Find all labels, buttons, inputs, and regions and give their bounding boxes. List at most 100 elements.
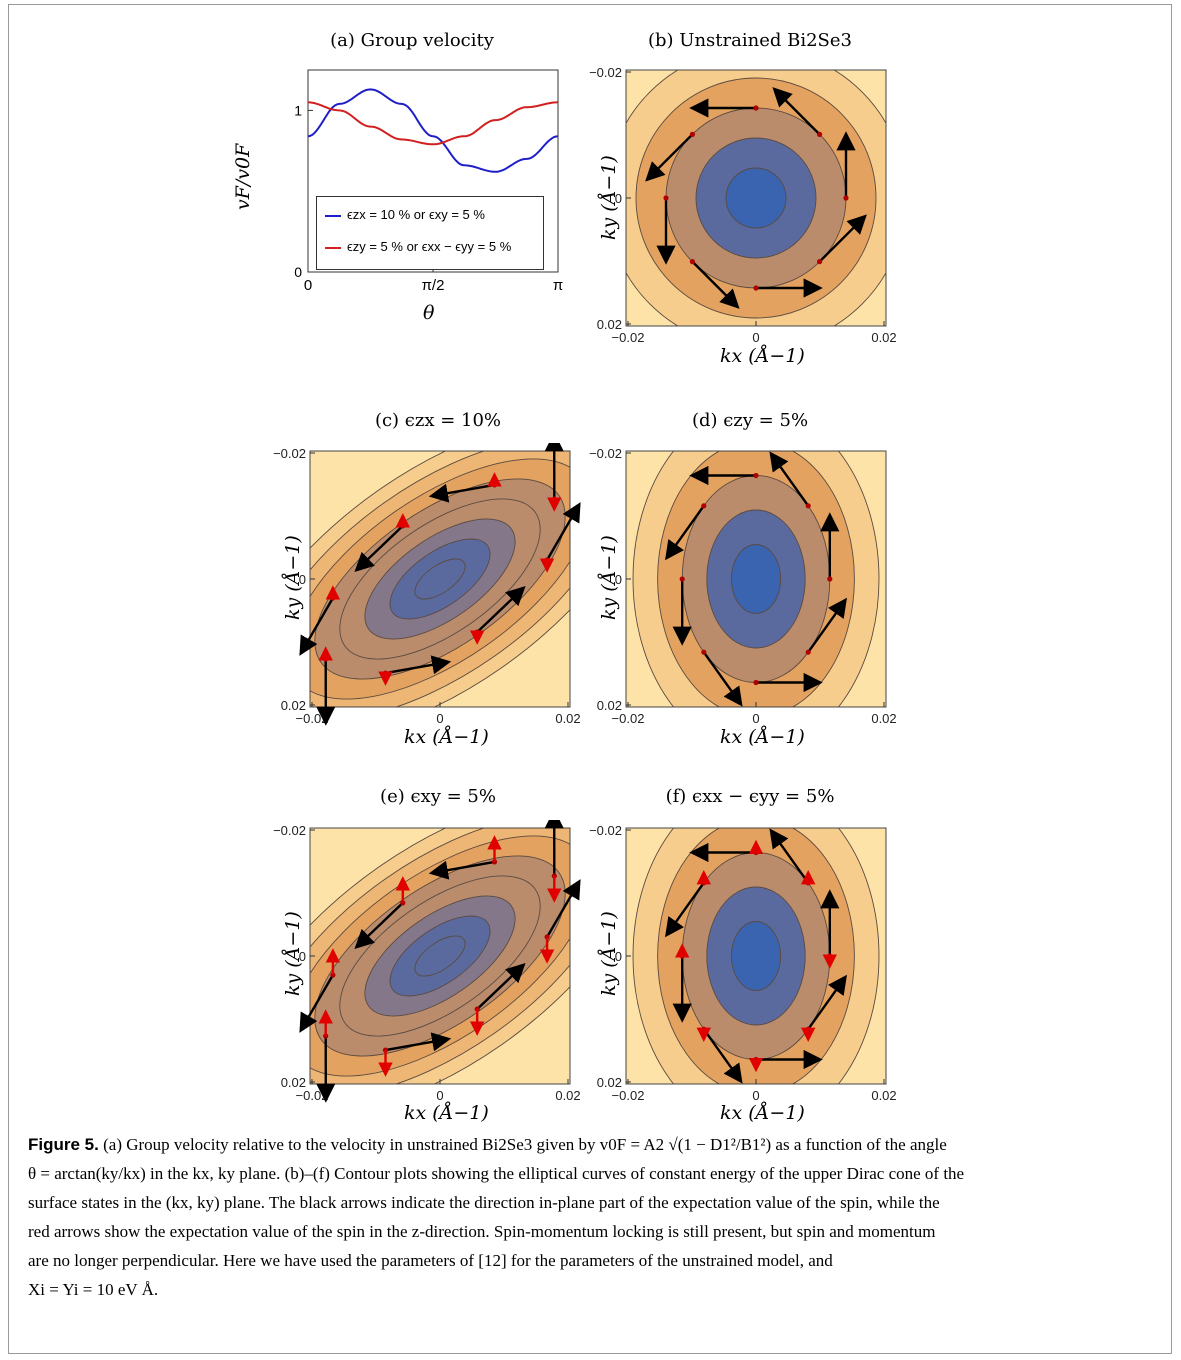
figure-caption: Figure 5. (a) Group velocity relative to… (28, 1130, 1152, 1304)
panel-b-title: (b) Unstrained Bi2Se3 (648, 30, 852, 51)
x-tick-label: 0 (752, 1088, 759, 1103)
y-tick-label: 0.02 (597, 1075, 622, 1090)
series-line-blue (307, 88, 559, 173)
contour-plot-unstrained: −0.02 0 0.02 0.02 0 −0.02 (589, 65, 897, 345)
spin-arrow (665, 505, 705, 561)
x-tick-label: π (553, 277, 563, 294)
x-tick-label: 0.02 (555, 1088, 580, 1103)
y-tick-label: 0.02 (281, 698, 306, 713)
spin-arrow (428, 483, 495, 503)
spin-origin-dot (805, 649, 811, 655)
contour-plot-ezx: −0.02 0 0.02 0.02 0 −0.02 (273, 443, 581, 726)
spin-origin-dot (753, 105, 759, 111)
panel-e-title: (e) ϵxy = 5% (380, 786, 496, 807)
legend-entry-red: ϵzy = 5 % or ϵxx − ϵyy = 5 % (325, 239, 511, 254)
spin-origin-dot (663, 195, 669, 201)
energy-contour (414, 935, 466, 977)
contour-plot-exx-eyy: −0.02 0 0.02 0.02 0 −0.02 (589, 823, 897, 1103)
legend-swatch-red (325, 246, 341, 249)
legend-label-blue: ϵzx = 10 % or ϵxy = 5 % (347, 207, 485, 222)
spin-origin-dot (843, 195, 849, 201)
y-tick-label: −0.02 (273, 823, 306, 838)
spin-arrow (772, 87, 821, 136)
y-tick-label: 0 (294, 264, 302, 280)
panel-c-xlabel: kx (Å−1) (404, 726, 489, 748)
spin-arrow (385, 655, 452, 675)
y-tick-label: 0 (615, 949, 622, 964)
y-tick-label: −0.02 (589, 446, 622, 461)
spin-arrow (691, 260, 740, 309)
spin-arrow (546, 502, 581, 561)
spin-arrow (665, 882, 705, 938)
caption-line-1: Figure 5. (a) Group velocity relative to… (28, 1130, 1152, 1159)
caption-line-4: red arrows show the expectation value of… (28, 1222, 936, 1241)
spin-origin-dot (679, 576, 685, 582)
energy-contour (414, 558, 466, 600)
caption-line-2: θ = arctan(ky/kx) in the kx, ky plane. (… (28, 1164, 965, 1183)
spin-origin-dot (817, 259, 823, 265)
x-tick-label: −0.02 (296, 711, 329, 726)
spin-origin-dot (701, 503, 707, 509)
spin-arrow (769, 451, 810, 507)
panel-c-ylabel: ky (Å−1) (282, 535, 304, 620)
x-tick-label: 0 (436, 1088, 443, 1103)
spin-origin-dot (689, 259, 695, 265)
spin-arrow (807, 974, 847, 1030)
spin-arrow (807, 597, 847, 653)
spin-origin-dot (817, 131, 823, 137)
panel-d-title: (d) ϵzy = 5% (691, 410, 809, 431)
x-tick-label: −0.02 (612, 330, 645, 345)
caption-label: Figure 5. (28, 1135, 99, 1154)
y-tick-label: −0.02 (589, 65, 622, 80)
x-tick-label: π/2 (422, 277, 445, 294)
panel-a-legend: ϵzx = 10 % or ϵxy = 5 % ϵzy = 5 % or ϵxx… (316, 196, 544, 270)
y-tick-label: 0 (299, 949, 306, 964)
x-tick-label: 0 (752, 330, 759, 345)
spin-origin-dot (382, 1047, 389, 1053)
y-tick-label: 0 (615, 191, 622, 206)
y-tick-label: 0.02 (281, 1075, 306, 1090)
spin-arrow (354, 525, 404, 573)
panel-a-ylabel: vF/v0F (232, 143, 254, 210)
spin-origin-dot (701, 649, 707, 655)
x-tick-label: 0 (304, 277, 312, 294)
caption-line-5: are no longer perpendicular. Here we hav… (28, 1251, 833, 1270)
y-tick-label: 0.02 (597, 698, 622, 713)
panel-b-ylabel: ky (Å−1) (598, 155, 620, 240)
x-tick-label: −0.02 (612, 711, 645, 726)
energy-contour (725, 167, 787, 229)
contour-plot-exy: −0.02 0 0.02 0.02 0 −0.02 (273, 820, 581, 1103)
spin-arrow (385, 1032, 452, 1052)
spin-origin-dot (753, 285, 759, 291)
panel-c-title: (c) ϵzx = 10% (374, 410, 502, 431)
y-tick-label: 0 (299, 572, 306, 587)
spin-arrow (428, 860, 495, 880)
x-tick-label: 0 (752, 711, 759, 726)
x-tick-label: 0.02 (555, 711, 580, 726)
x-tick-label: −0.02 (612, 1088, 645, 1103)
spin-origin-dot (474, 1006, 480, 1012)
panel-f-ylabel: ky (Å−1) (598, 911, 620, 996)
x-tick-label: −0.02 (296, 1088, 329, 1103)
caption-line-6: Xi = Yi = 10 eV Å. (28, 1280, 159, 1299)
panel-d-xlabel: kx (Å−1) (720, 726, 805, 748)
legend-label-red: ϵzy = 5 % or ϵxx − ϵyy = 5 % (347, 239, 512, 254)
contour-fill (626, 70, 886, 326)
y-tick-label: −0.02 (589, 823, 622, 838)
figure-frame (8, 4, 1172, 1354)
spin-arrow (354, 902, 404, 950)
panel-e-xlabel: kx (Å−1) (404, 1102, 489, 1124)
energy-contour (730, 544, 782, 614)
x-tick-label: 0.02 (871, 1088, 896, 1103)
spin-arrow (645, 133, 694, 182)
caption-line-3: surface states in the (kx, ky) plane. Th… (28, 1193, 940, 1212)
y-tick-label: 1 (294, 102, 302, 118)
legend-entry-blue: ϵzx = 10 % or ϵxy = 5 % (325, 207, 485, 222)
x-tick-label: 0 (436, 711, 443, 726)
caption-text-1: (a) Group velocity relative to the veloc… (103, 1135, 947, 1154)
spin-origin-dot (827, 576, 833, 582)
contour-fill (626, 451, 886, 707)
x-tick-label: 0.02 (871, 711, 896, 726)
spin-arrow (476, 585, 526, 633)
spin-origin-dot (689, 131, 695, 137)
